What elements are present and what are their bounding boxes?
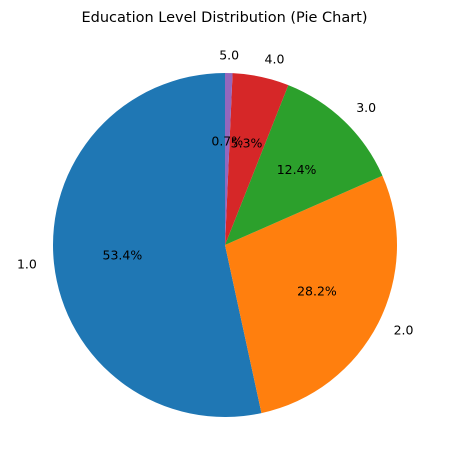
percent-label-1.0: 53.4% <box>103 248 143 263</box>
pie-slice-1.0 <box>52 73 262 418</box>
percent-label-2.0: 28.2% <box>297 283 337 298</box>
pie-labels: 1.0 53.4% 2.0 28.2% 3.0 12.4% 4.0 5.3% 5.0 0.7% <box>17 47 414 337</box>
pie-slice-4.0 <box>225 73 289 245</box>
pie-slice-2.0 <box>225 175 398 414</box>
pie-slice-3.0 <box>225 85 383 245</box>
category-label-3.0: 3.0 <box>356 100 376 115</box>
percent-label-4.0: 5.3% <box>231 136 263 151</box>
category-label-5.0: 5.0 <box>219 47 239 62</box>
category-label-1.0: 1.0 <box>17 257 37 272</box>
category-label-4.0: 4.0 <box>265 51 285 66</box>
pie-slice-5.0 <box>225 73 233 245</box>
percent-label-3.0: 12.4% <box>277 162 317 177</box>
category-label-2.0: 2.0 <box>394 322 414 337</box>
percent-label-5.0: 0.7% <box>211 133 243 148</box>
pie-slices <box>52 73 398 418</box>
chart-title: Education Level Distribution (Pie Chart) <box>81 10 367 26</box>
